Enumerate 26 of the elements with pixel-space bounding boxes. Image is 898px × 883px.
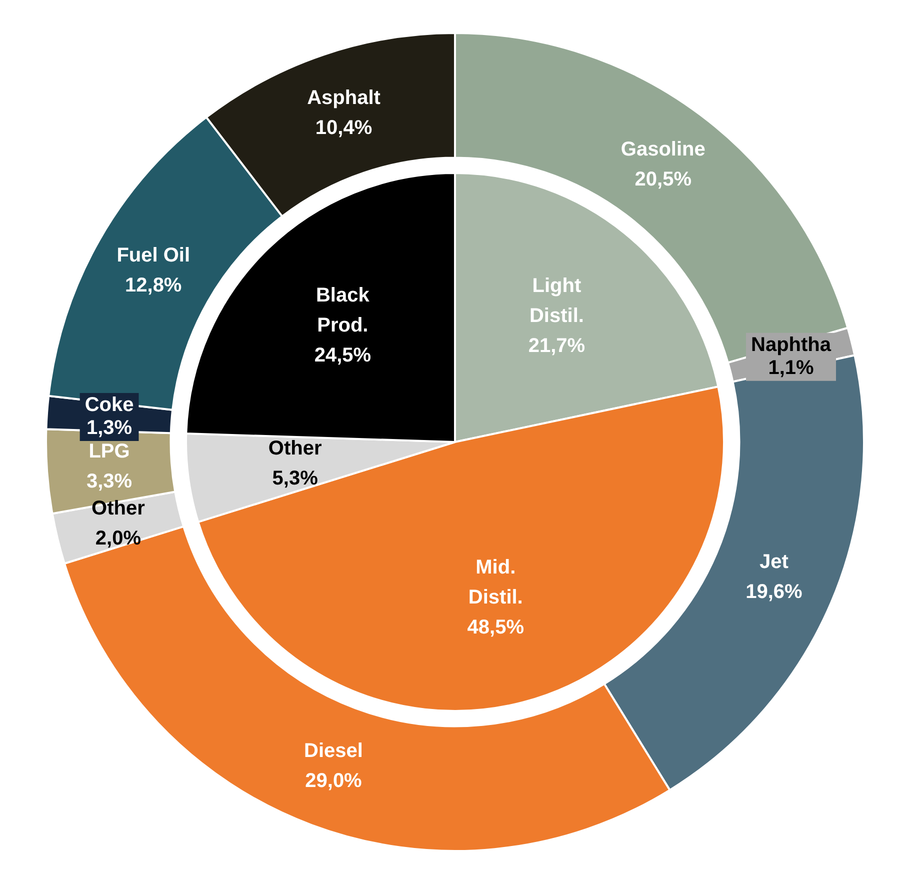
slice-label: Other <box>92 497 146 520</box>
slice-label: Naphtha <box>751 334 832 356</box>
data-label: 21,7% <box>528 335 586 358</box>
slice-label: Jet <box>760 551 789 574</box>
data-label: 19,6% <box>746 581 803 604</box>
slice-label: Diesel <box>304 740 363 762</box>
data-label: 48,5% <box>467 616 524 639</box>
data-label: 12,8% <box>125 274 182 297</box>
slice-label: Other <box>268 437 322 460</box>
slice-label: Light Distil. <box>529 275 584 328</box>
data-label: 24,5% <box>314 344 372 367</box>
slice-label: Coke <box>84 394 134 416</box>
data-label: 10,4% <box>315 117 372 140</box>
data-label: 20,5% <box>634 168 692 190</box>
data-label: 2,0% <box>95 527 142 550</box>
slice-label: Mid. Distil. <box>468 556 523 609</box>
slice-label: LPG <box>88 440 130 463</box>
data-label: 1,1% <box>768 356 814 379</box>
slice-label: Asphalt <box>307 87 381 110</box>
data-label: 29,0% <box>305 770 362 792</box>
slice-label: Gasoline <box>620 138 706 160</box>
data-label: 1,3% <box>86 416 132 439</box>
data-label: 3,3% <box>86 470 132 493</box>
slice-label: Black Prod. <box>316 284 370 337</box>
slice-label: Fuel Oil <box>116 244 190 267</box>
data-label: 5,3% <box>272 467 318 490</box>
